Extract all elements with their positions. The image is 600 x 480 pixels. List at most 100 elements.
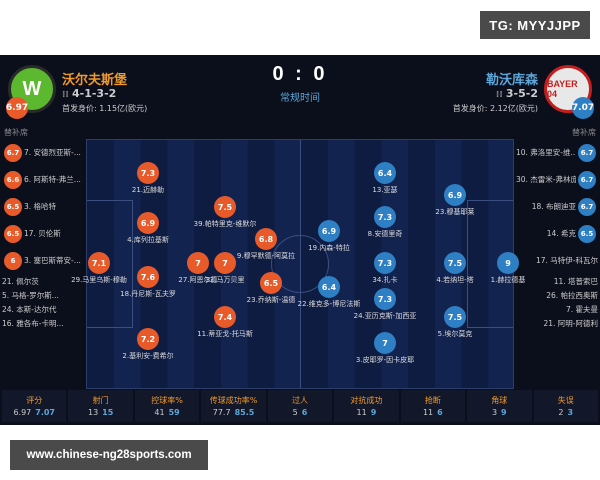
player-rating: 7.3 [374,288,396,310]
stat-cell: 控球率% 41 59 [134,390,200,422]
stat-cell: 失误 2 3 [533,390,598,422]
stat-label: 评分 [26,396,43,405]
stat-away-value: 15 [102,408,114,417]
bench-player[interactable]: 6 3. 塞巴斯蒂安-... [2,247,84,274]
player-rating: 7.2 [137,328,159,350]
bench-player-rating: 6.5 [578,224,596,243]
formation-icon: ⁞⁞ [495,90,506,100]
player-marker[interactable]: 7.3 21.迈赫勒 [103,162,193,195]
bench-player-rating: 6.5 [4,224,22,243]
stat-cell: 角球 3 9 [467,390,532,422]
bench-player[interactable]: 6.7 7. 安德烈亚斯-... [2,139,84,166]
player-marker[interactable]: 7 32.马万贝里 [180,252,270,285]
player-marker[interactable]: 7.6 18.丹尼斯-瓦夫罗 [103,266,193,299]
player-marker[interactable]: 7.1 29.马里乌斯-穆勒 [54,252,144,285]
player-rating: 6.4 [318,276,340,298]
player-rating: 6.5 [260,272,282,294]
player-marker[interactable]: 6.9 23.穆基耶莱 [410,184,500,217]
bench-player-name: 6. 阿斯特-弗兰... [24,175,81,184]
match-lineup-panel: W 6.97 沃尔夫斯堡 ⁞⁞ 4-1-3-2 首发身价: 1.15亿(欧元) … [0,55,600,425]
bench-player[interactable]: 11. 塔普索巴 [516,274,598,288]
bench-player[interactable]: 6.7 10. 弗洛里安-维... [516,139,598,166]
bench-player[interactable]: 6.5 17. 贝伦斯 [2,220,84,247]
stat-home-value: 5 [292,408,298,417]
player-marker[interactable]: 6.9 19.内森-特拉 [284,220,374,253]
player-name: 4.库列拉基斯 [127,236,169,244]
player-marker[interactable]: 7.2 2.基利安-费希尔 [103,328,193,361]
player-rating: 6.4 [374,162,396,184]
bench-player-name: 24. 本斯-达尔代 [2,304,57,314]
player-name: 8.安德里奇 [367,230,403,238]
player-rating: 7.3 [374,206,396,228]
bench-player[interactable]: 6.5 3. 格哈特 [2,193,84,220]
player-name: 18.丹尼斯-瓦夫罗 [120,290,176,298]
player-name: 34.扎卡 [372,276,398,284]
player-marker[interactable]: 7.4 11.蒂亚戈-托马斯 [180,306,270,339]
player-marker[interactable]: 7.5 4.若纳坦-塔 [410,252,500,285]
player-name: 29.马里乌斯-穆勒 [71,276,127,284]
player-rating: 7.3 [374,252,396,274]
home-bench-list: 6.7 7. 安德烈亚斯-... 6.6 6. 阿斯特-弗兰... 6.5 3. 格哈特 6… [2,139,84,389]
home-team-name[interactable]: 沃尔夫斯堡 [62,73,128,88]
player-rating: 9 [497,252,519,274]
player-marker[interactable]: 7.5 5.埃尔莫克 [410,306,500,339]
player-marker[interactable]: 6.4 22.维克多-博尼法斯 [284,276,374,309]
player-marker[interactable]: 6.5 23.乔纳斯-温德 [226,272,316,305]
player-marker[interactable]: 7.3 8.安德里奇 [340,206,430,239]
stat-label: 角球 [491,396,508,405]
match-stats-bar: 评分 6.97 7.07 射门 13 15 控球率% 41 59 传球成功率% 77.7 85.5 过人… [0,390,600,422]
site-watermark: www.chinese-ng28sports.com [10,440,208,470]
stat-values: 77.7 85.5 [213,408,255,417]
bench-player[interactable]: 21. 佩尔茨 [2,274,84,288]
player-name: 11.蒂亚戈-托马斯 [197,330,253,338]
bench-player[interactable]: 24. 本斯-达尔代 [2,302,84,316]
player-name: 19.内森-特拉 [308,244,350,252]
bench-player[interactable]: 6.7 30. 杰雷米-弗林庞 [516,166,598,193]
bench-player-name: 21. 阿明-阿德利 [543,318,598,328]
player-rating: 6.8 [255,228,277,250]
stat-label: 控球率% [151,396,183,405]
stat-values: 6.97 7.07 [13,408,55,417]
bench-player[interactable]: 21. 阿明-阿德利 [516,316,598,330]
player-marker[interactable]: 7 3.皮耶罗-因卡皮耶 [340,332,430,365]
player-marker[interactable]: 7.3 24.亚历克斯-加西亚 [340,288,430,321]
bench-player[interactable]: 26. 帕拉西奥斯 [516,288,598,302]
bench-player-name: 17. 马特伊-科瓦尔 [535,256,598,265]
player-marker[interactable]: 7.5 39.帕特里克-维默尔 [180,196,270,229]
player-name: 4.若纳坦-塔 [436,276,474,284]
bench-player-rating: 6.6 [4,170,22,189]
player-name: 22.维克多-博尼法斯 [297,300,361,308]
bench-player-rating: 6.7 [578,143,596,162]
stat-home-value: 3 [491,408,498,417]
bench-player[interactable]: 6.6 6. 阿斯特-弗兰... [2,166,84,193]
player-rating: 7 [214,252,236,274]
bench-player[interactable]: 16. 雅各布-卡明... [2,316,84,330]
stat-away-value: 7.07 [35,408,55,417]
home-bench-header: 替补席 [4,128,28,137]
player-marker[interactable]: 7.3 34.扎卡 [340,252,430,285]
player-marker[interactable]: 9 1.赫拉德基 [463,252,553,285]
player-name: 5.埃尔莫克 [437,330,473,338]
bench-player-name: 26. 帕拉西奥斯 [546,290,598,300]
player-marker[interactable]: 6.4 13.亚瑟 [340,162,430,195]
player-marker[interactable]: 6.9 4.库列拉基斯 [103,212,193,245]
bench-player-name: 3. 格哈特 [24,202,57,211]
player-rating: 6.9 [318,220,340,242]
player-marker[interactable]: 7 27.阿恩尔德 [153,252,243,285]
home-team-rating: 6.97 [6,97,28,119]
home-penalty-area [87,200,133,328]
stat-home-value: 13 [87,408,99,417]
bench-player-rating: 6.7 [4,143,22,162]
bench-player[interactable]: 5. 马格-罗尔斯... [2,288,84,302]
bench-player[interactable]: 7. 霍夫曼 [516,302,598,316]
bench-player[interactable]: 17. 马特伊-科瓦尔 [516,247,598,274]
player-marker[interactable]: 6.8 9.穆罕默德-阿莫拉 [221,228,311,261]
bench-player[interactable]: 6.7 18. 布朗迪亚 [516,193,598,220]
bench-player-rating: 6 [4,251,22,270]
away-penalty-area [467,200,513,328]
bench-player[interactable]: 6.5 14. 希克 [516,220,598,247]
player-rating: 7.5 [444,306,466,328]
away-team-name[interactable]: 勒沃库森 [485,73,538,88]
